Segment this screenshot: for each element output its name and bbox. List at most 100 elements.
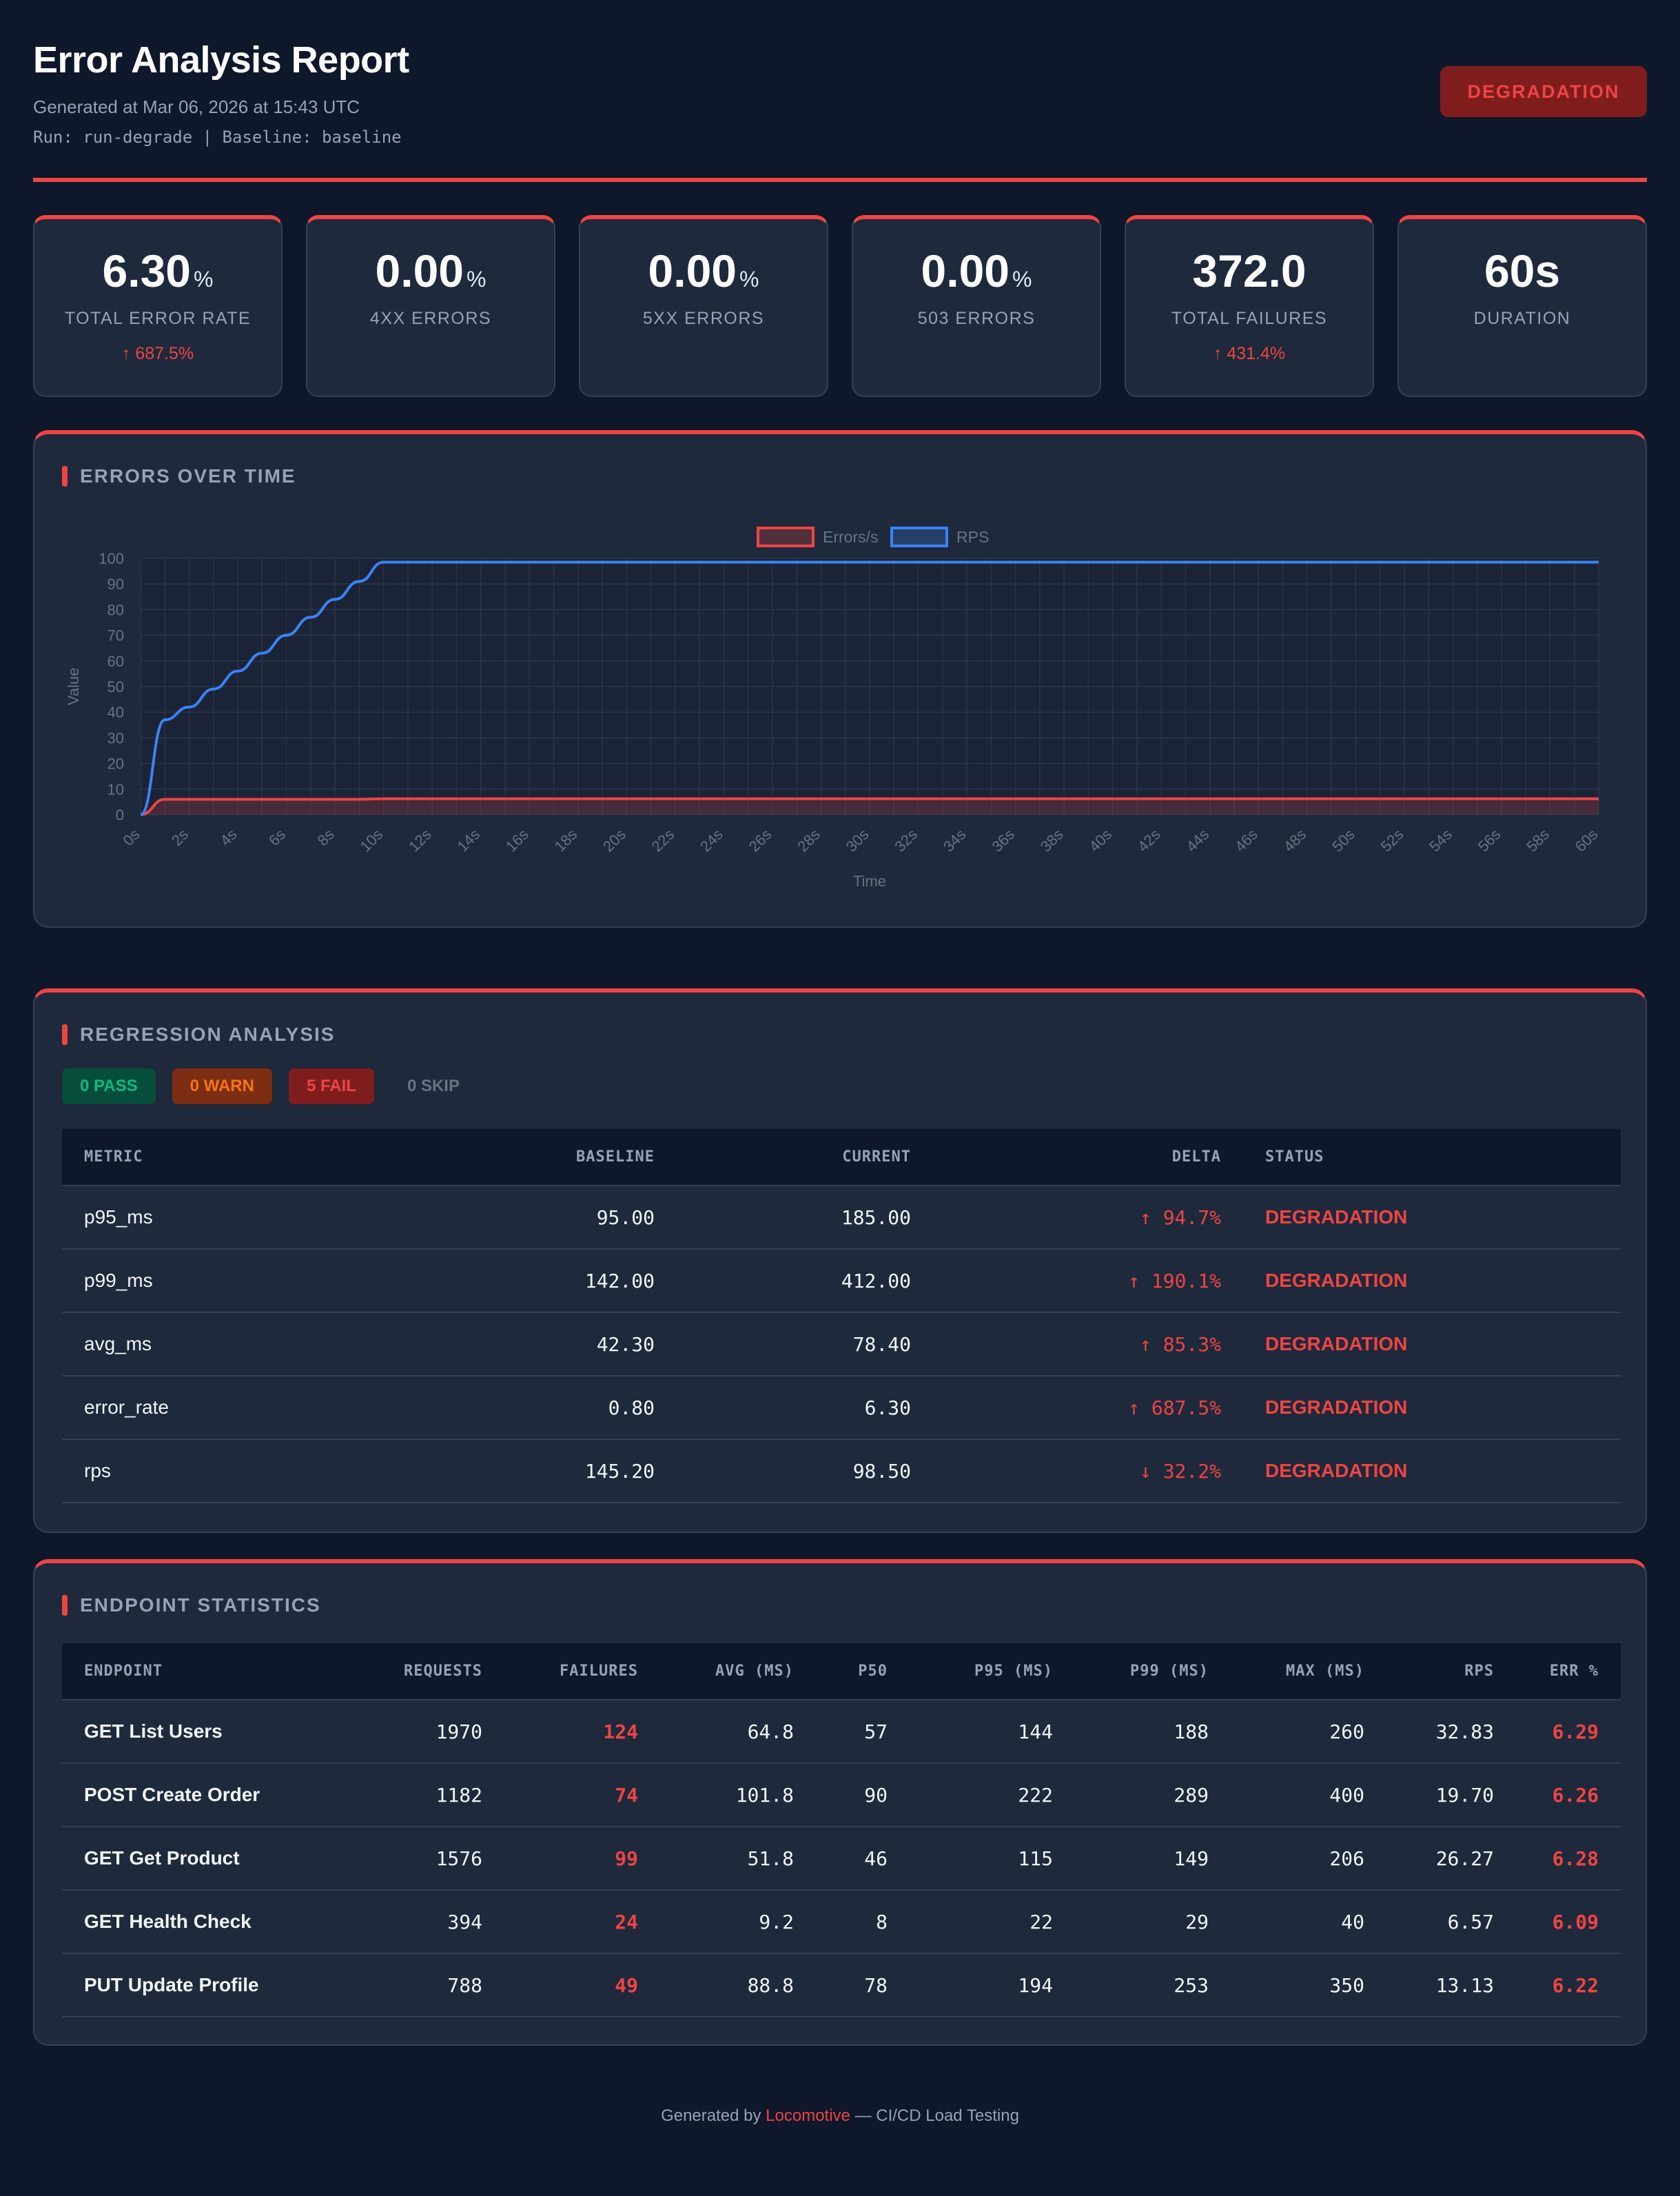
footer-prefix: Generated by — [661, 2106, 766, 2125]
rps-cell: 6.57 — [1364, 1890, 1494, 1954]
failures-cell: 49 — [482, 1953, 638, 2017]
status-cell: DEGRADATION — [1221, 1186, 1621, 1250]
table-row: POST Create Order 1182 74 101.8 90 222 289 400 1… — [62, 1763, 1621, 1827]
kpi-value: 60s — [1484, 245, 1561, 296]
x-tick-label: 4s — [216, 826, 240, 849]
endpoint-cell: GET List Users — [62, 1700, 345, 1764]
col-baseline: BASELINE — [365, 1129, 655, 1186]
x-tick-label: 48s — [1280, 826, 1310, 855]
x-tick-label: 8s — [314, 826, 338, 849]
x-tick-label: 36s — [988, 826, 1018, 855]
current-cell: 78.40 — [655, 1312, 911, 1376]
y-tick-label: 0 — [116, 806, 124, 824]
legend-swatch-errors-s — [757, 527, 815, 547]
status-cell: DEGRADATION — [1221, 1312, 1621, 1376]
p95-cell: 144 — [888, 1700, 1053, 1764]
kpi-unit: % — [1012, 267, 1032, 292]
panel-title: ERRORS OVER TIME — [62, 465, 296, 488]
table-header-row: ENDPOINT REQUESTS FAILURES AVG (MS) P50 … — [62, 1643, 1621, 1700]
pass-pill[interactable]: 0 PASS — [62, 1068, 156, 1104]
max-cell: 260 — [1209, 1700, 1364, 1764]
skip-pill[interactable]: 0 SKIP — [407, 1077, 460, 1095]
footer-suffix: — CI/CD Load Testing — [850, 2106, 1019, 2125]
table-row: GET Get Product 1576 99 51.8 46 115 149 206 26.2… — [62, 1827, 1621, 1891]
table-row: rps 145.20 98.50 ↓ 32.2% DEGRADATION — [62, 1439, 1621, 1503]
col-endpoint: ENDPOINT — [62, 1643, 345, 1700]
table-row: PUT Update Profile 788 49 88.8 78 194 253 350 13… — [62, 1953, 1621, 2017]
footer-brand-link[interactable]: Locomotive — [766, 2106, 850, 2125]
y-tick-label: 90 — [107, 576, 124, 593]
p95-cell: 115 — [888, 1827, 1053, 1891]
result-pills: 0 PASS 0 WARN 5 FAIL 0 SKIP — [62, 1068, 476, 1104]
p99-cell: 253 — [1053, 1953, 1209, 2017]
series-line-errors-s — [140, 797, 1599, 816]
metric-cell: error_rate — [62, 1376, 365, 1440]
delta-cell: ↑ 94.7% — [911, 1186, 1221, 1250]
col-max: MAX (MS) — [1209, 1643, 1364, 1700]
col-status: STATUS — [1221, 1129, 1621, 1186]
table-row: p99_ms 142.00 412.00 ↑ 190.1% DEGRADATION — [62, 1249, 1621, 1313]
p50-cell: 8 — [794, 1890, 888, 1954]
x-tick-label: 50s — [1329, 826, 1358, 855]
p95-cell: 194 — [888, 1953, 1053, 2017]
endpoint-cell: PUT Update Profile — [62, 1953, 345, 2017]
current-cell: 98.50 — [655, 1439, 911, 1503]
err-cell: 6.26 — [1494, 1763, 1621, 1827]
failures-cell: 74 — [482, 1763, 638, 1827]
avg-cell: 51.8 — [638, 1827, 794, 1891]
generated-timestamp: Generated at Mar 06, 2026 at 15:43 UTC — [33, 96, 360, 117]
x-tick-label: 18s — [551, 826, 581, 855]
errors-chart: 0 10 20 30 40 50 60 70 80 90 100 0s 2s 4s 6s 8s 10s 12s 14… — [65, 527, 1601, 890]
col-metric: METRIC — [62, 1129, 365, 1186]
x-tick-label: 14s — [453, 826, 483, 855]
avg-cell: 64.8 — [638, 1700, 794, 1764]
baseline-cell: 42.30 — [365, 1312, 655, 1376]
p50-cell: 57 — [794, 1700, 888, 1764]
kpi-value: 372.0 — [1192, 245, 1307, 296]
x-axis-title: Time — [853, 873, 886, 890]
table-header-row: METRIC BASELINE CURRENT DELTA STATUS — [62, 1129, 1621, 1186]
err-cell: 6.09 — [1494, 1890, 1621, 1954]
x-tick-label: 38s — [1037, 826, 1067, 855]
metric-cell: p99_ms — [62, 1249, 365, 1313]
kpi-value: 0.00 — [648, 245, 737, 296]
x-tick-label: 42s — [1134, 826, 1164, 855]
current-cell: 412.00 — [655, 1249, 911, 1313]
err-cell: 6.28 — [1494, 1827, 1621, 1891]
kpi-card-4xx-errors: 0.00% 4XX ERRORS — [306, 215, 555, 397]
avg-cell: 88.8 — [638, 1953, 794, 2017]
max-cell: 40 — [1209, 1890, 1364, 1954]
kpi-label: DURATION — [1473, 309, 1571, 328]
x-tick-label: 30s — [843, 826, 872, 855]
col-p95: P95 (MS) — [888, 1643, 1053, 1700]
metric-cell: p95_ms — [62, 1186, 365, 1250]
series-area-errors-s — [141, 798, 1599, 815]
x-tick-label: 44s — [1182, 826, 1212, 855]
p50-cell: 90 — [794, 1763, 888, 1827]
col-rps: RPS — [1364, 1643, 1494, 1700]
x-tick-label: 22s — [648, 826, 678, 855]
kpi-change: ↑ 687.5% — [121, 344, 194, 363]
kpi-label: 5XX ERRORS — [642, 309, 765, 328]
rps-cell: 13.13 — [1364, 1953, 1494, 2017]
y-tick-label: 20 — [107, 755, 124, 773]
rps-cell: 26.27 — [1364, 1827, 1494, 1891]
col-current: CURRENT — [655, 1129, 911, 1186]
col-failures: FAILURES — [482, 1643, 638, 1700]
metric-cell: rps — [62, 1439, 365, 1503]
fail-pill[interactable]: 5 FAIL — [288, 1068, 374, 1104]
p95-cell: 22 — [888, 1890, 1053, 1954]
kpi-label: 503 ERRORS — [917, 309, 1036, 328]
baseline-cell: 142.00 — [365, 1249, 655, 1313]
kpi-card-503-errors: 0.00% 503 ERRORS — [852, 215, 1101, 397]
warn-pill[interactable]: 0 WARN — [172, 1068, 272, 1104]
x-tick-label: 2s — [168, 826, 192, 849]
table-row: GET List Users 1970 124 64.8 57 144 188 260 32.8… — [62, 1700, 1621, 1764]
max-cell: 400 — [1209, 1763, 1364, 1827]
x-tick-label: 60s — [1572, 826, 1601, 855]
endpoint-cell: GET Health Check — [62, 1890, 345, 1954]
p99-cell: 188 — [1053, 1700, 1209, 1764]
col-avg: AVG (MS) — [638, 1643, 794, 1700]
failures-cell: 24 — [482, 1890, 638, 1954]
kpi-unit: % — [194, 267, 214, 292]
